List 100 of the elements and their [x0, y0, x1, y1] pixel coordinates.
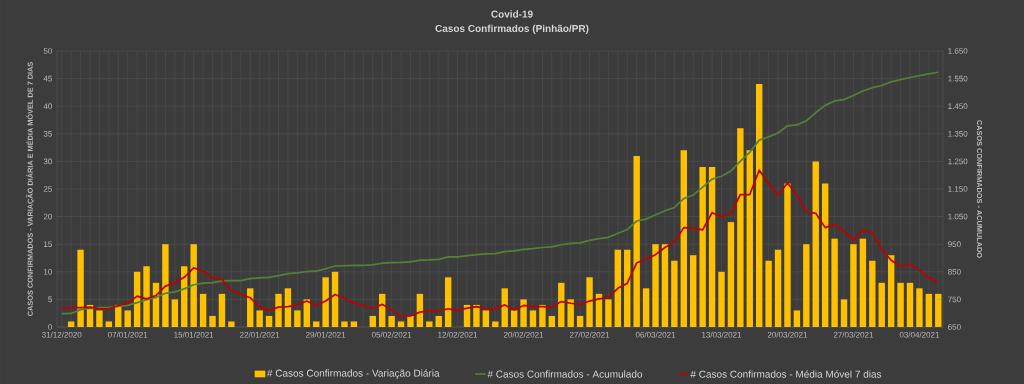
bar — [520, 299, 527, 327]
bar — [510, 310, 518, 327]
bar — [935, 293, 942, 327]
bar — [680, 150, 687, 327]
x-tick-label: 03/04/2021 — [899, 331, 940, 338]
y-tick-label: 25 — [43, 186, 52, 192]
x-tick-label: 13/03/2021 — [702, 331, 742, 338]
y-tick-label: 20 — [43, 213, 52, 220]
bar — [784, 183, 791, 327]
bar — [67, 321, 75, 327]
bar — [77, 249, 84, 327]
y-tick-label: 5 — [48, 296, 52, 303]
bar — [143, 266, 150, 327]
bar — [331, 271, 339, 327]
bar — [887, 255, 895, 327]
y2-tick-label: 750 — [948, 296, 961, 303]
bar — [576, 315, 584, 327]
y2-tick-label: 1.150 — [948, 186, 968, 192]
bar — [341, 321, 348, 327]
bar — [821, 183, 829, 327]
bar — [850, 244, 857, 327]
y-tick-label: 35 — [43, 130, 52, 137]
bar — [756, 84, 763, 327]
bar — [652, 244, 659, 327]
bar — [765, 260, 772, 327]
x-tick-label: 07/01/2021 — [108, 331, 148, 338]
bar — [548, 315, 556, 327]
bar — [737, 128, 744, 327]
bar — [840, 299, 848, 327]
bar — [708, 166, 716, 327]
bar — [96, 310, 103, 327]
bar — [171, 299, 179, 327]
bar — [162, 244, 169, 327]
legend-label: # Casos Confirmados - Acumulado — [487, 370, 643, 378]
bar — [624, 249, 631, 327]
x-tick-label: 15/01/2021 — [174, 331, 214, 338]
bar — [529, 310, 537, 327]
bar — [313, 321, 320, 327]
bar — [501, 288, 508, 327]
bar — [124, 310, 131, 327]
y-tick-label: 40 — [43, 103, 52, 110]
bar — [925, 293, 933, 327]
x-tick-label: 31/12/2020 — [42, 331, 82, 338]
bar — [906, 282, 914, 327]
bar — [812, 161, 819, 327]
bar — [369, 315, 376, 327]
y2-tick-label: 1.650 — [948, 48, 968, 54]
chart-subtitle: Casos Confirmados (Pinhão/PR) — [435, 24, 589, 34]
bar — [228, 321, 235, 327]
y2-tick-label: 850 — [948, 268, 961, 275]
bar — [265, 315, 273, 327]
y2-tick-label: 1.350 — [948, 130, 968, 137]
y2-tick-label: 1.450 — [948, 103, 968, 110]
bar — [218, 293, 226, 327]
y-tick-label: 45 — [43, 75, 52, 82]
y2-tick-label: 1.050 — [948, 213, 968, 220]
y2-tick-label: 1.550 — [948, 75, 968, 82]
bar — [718, 271, 725, 327]
bar — [199, 293, 207, 327]
y-tick-label: 10 — [44, 268, 52, 275]
y-tick-label: 15 — [44, 241, 52, 247]
y-tick-label: 0 — [48, 324, 52, 330]
bar — [407, 315, 414, 327]
bar — [586, 277, 593, 327]
x-tick-label: 27/02/2021 — [569, 331, 610, 338]
bar — [397, 321, 405, 327]
x-tick-label: 12/02/2021 — [438, 331, 478, 338]
bar — [190, 244, 197, 327]
bar — [699, 166, 706, 327]
bar — [322, 277, 329, 327]
x-tick-label: 29/01/2021 — [306, 331, 346, 338]
bar — [275, 293, 282, 327]
bar — [803, 244, 810, 327]
bar — [435, 315, 442, 327]
bar — [859, 238, 867, 327]
bar — [105, 321, 113, 327]
bar — [482, 310, 490, 327]
bar — [426, 321, 433, 327]
bar — [878, 282, 885, 327]
bar — [727, 222, 735, 327]
bar — [614, 249, 622, 327]
chart-title: Covid-19 — [491, 10, 533, 18]
bar — [605, 299, 612, 327]
y-tick-label: 50 — [43, 48, 52, 54]
bar — [831, 238, 838, 327]
bar — [294, 310, 301, 327]
y2-tick-label: 650 — [948, 324, 961, 330]
bar — [774, 249, 782, 327]
bar — [869, 260, 876, 327]
bar — [633, 155, 640, 327]
bar — [539, 304, 546, 327]
bar — [897, 282, 904, 327]
legend-label: # Casos Confirmados - Variação Diária — [266, 369, 440, 379]
bar — [492, 321, 499, 327]
line-series — [60, 169, 940, 318]
bar — [793, 310, 801, 327]
bar — [209, 315, 216, 327]
y-tick-label: 30 — [43, 158, 52, 165]
x-tick-label: 20/02/2021 — [503, 331, 544, 338]
bar — [473, 304, 480, 327]
